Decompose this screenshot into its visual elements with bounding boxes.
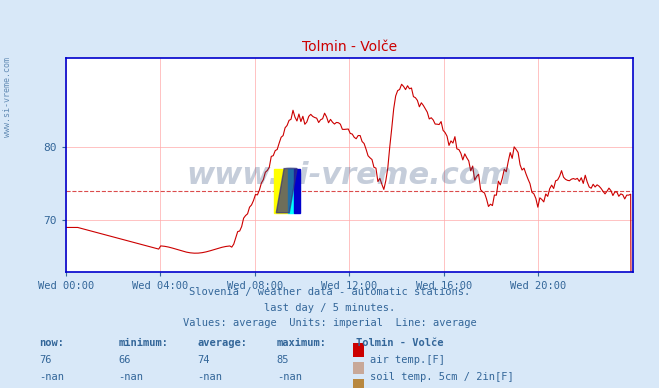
Text: last day / 5 minutes.: last day / 5 minutes. — [264, 303, 395, 313]
Text: 66: 66 — [119, 355, 131, 365]
Text: 76: 76 — [40, 355, 52, 365]
Text: maximum:: maximum: — [277, 338, 327, 348]
Text: Values: average  Units: imperial  Line: average: Values: average Units: imperial Line: av… — [183, 318, 476, 328]
Text: average:: average: — [198, 338, 248, 348]
Text: minimum:: minimum: — [119, 338, 169, 348]
Bar — [288, 168, 295, 213]
Text: www.si-vreme.com: www.si-vreme.com — [3, 57, 13, 137]
Title: Tolmin - Volče: Tolmin - Volče — [302, 40, 397, 54]
Text: now:: now: — [40, 338, 65, 348]
Text: www.si-vreme.com: www.si-vreme.com — [186, 161, 512, 190]
Text: Slovenia / weather data - automatic stations.: Slovenia / weather data - automatic stat… — [189, 287, 470, 297]
Text: soil temp. 5cm / 2in[F]: soil temp. 5cm / 2in[F] — [370, 372, 514, 383]
Text: -nan: -nan — [40, 372, 65, 383]
Bar — [273, 168, 288, 213]
Text: air temp.[F]: air temp.[F] — [370, 355, 445, 365]
Text: 74: 74 — [198, 355, 210, 365]
Text: -nan: -nan — [119, 372, 144, 383]
Polygon shape — [276, 168, 297, 213]
Text: Tolmin - Volče: Tolmin - Volče — [356, 338, 444, 348]
Text: -nan: -nan — [277, 372, 302, 383]
Bar — [295, 168, 300, 213]
Text: 85: 85 — [277, 355, 289, 365]
Text: -nan: -nan — [198, 372, 223, 383]
